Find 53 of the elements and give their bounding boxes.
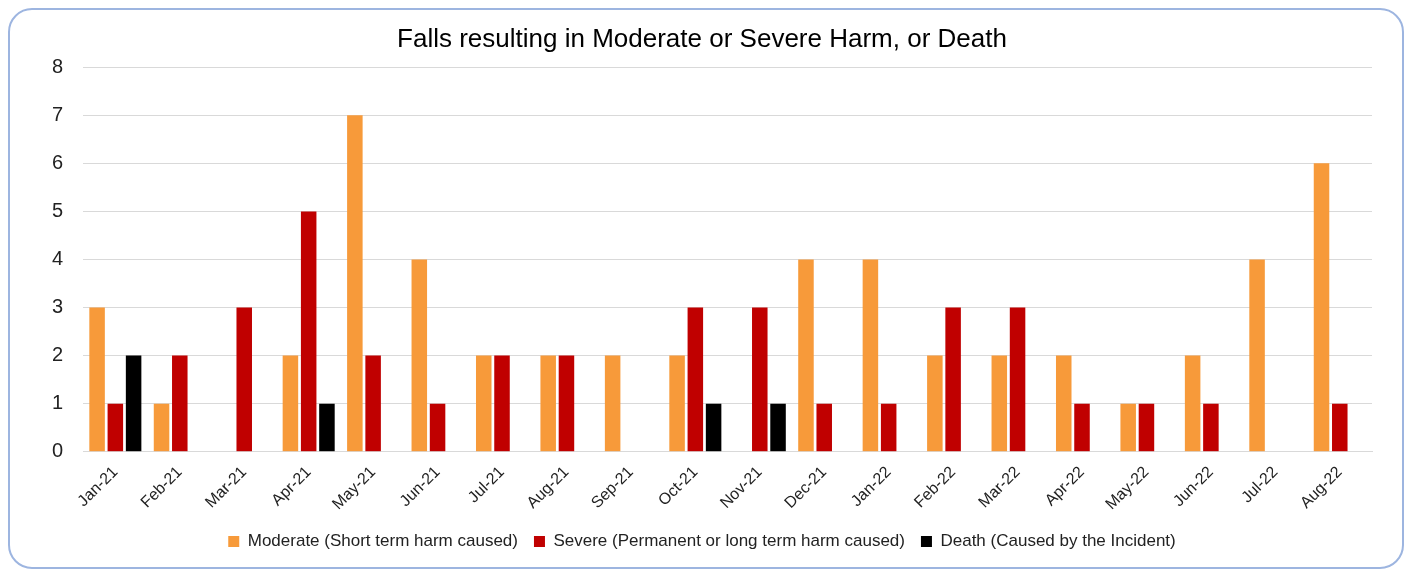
bar [107, 403, 124, 452]
bar [687, 307, 704, 452]
bar [770, 403, 786, 452]
bar [1184, 355, 1201, 452]
legend-label: Moderate (Short term harm caused) [247, 531, 518, 551]
bar [365, 355, 381, 452]
bar [89, 307, 105, 452]
bar [1332, 403, 1348, 452]
bar [475, 355, 492, 452]
bar [945, 307, 961, 452]
bar [1120, 403, 1136, 452]
bar [125, 355, 142, 452]
bar [1249, 259, 1265, 452]
y-tick-label: 3 [52, 295, 64, 318]
bar [880, 403, 897, 452]
y-tick-label: 1 [52, 391, 64, 414]
bar [1203, 403, 1219, 452]
y-tick-label: 7 [52, 102, 64, 125]
bar [429, 403, 446, 452]
bar [705, 403, 722, 452]
bar [282, 355, 299, 452]
bar [411, 259, 428, 452]
bar [1313, 163, 1330, 452]
legend-label: Severe (Permanent or long term harm caused) [553, 531, 905, 551]
y-tick-label: 2 [52, 343, 64, 366]
bar [540, 355, 556, 452]
chart-title: Falls resulting in Moderate or Severe Harm, or Death [397, 22, 1007, 53]
bar [1138, 403, 1155, 452]
bar [752, 307, 768, 452]
bar [558, 355, 575, 452]
bar [927, 355, 943, 452]
y-tick-label: 6 [52, 150, 64, 173]
bar [798, 259, 814, 452]
bar [1055, 355, 1072, 452]
bar [862, 259, 879, 452]
bar [1074, 403, 1090, 452]
bar [1009, 307, 1026, 452]
bar [300, 211, 317, 452]
bar [604, 355, 621, 452]
bar [991, 355, 1008, 452]
y-tick-label: 8 [52, 54, 64, 77]
bar [816, 403, 832, 452]
y-tick-label: 0 [52, 439, 64, 462]
bar [319, 403, 335, 452]
bar [172, 355, 188, 452]
bar [153, 403, 170, 452]
y-tick-label: 5 [52, 198, 64, 221]
bar [669, 355, 685, 452]
bar [236, 307, 252, 452]
bar [347, 115, 363, 452]
y-tick-label: 4 [52, 246, 64, 269]
legend-label: Death (Caused by the Incident) [940, 531, 1176, 551]
bar [494, 355, 510, 452]
